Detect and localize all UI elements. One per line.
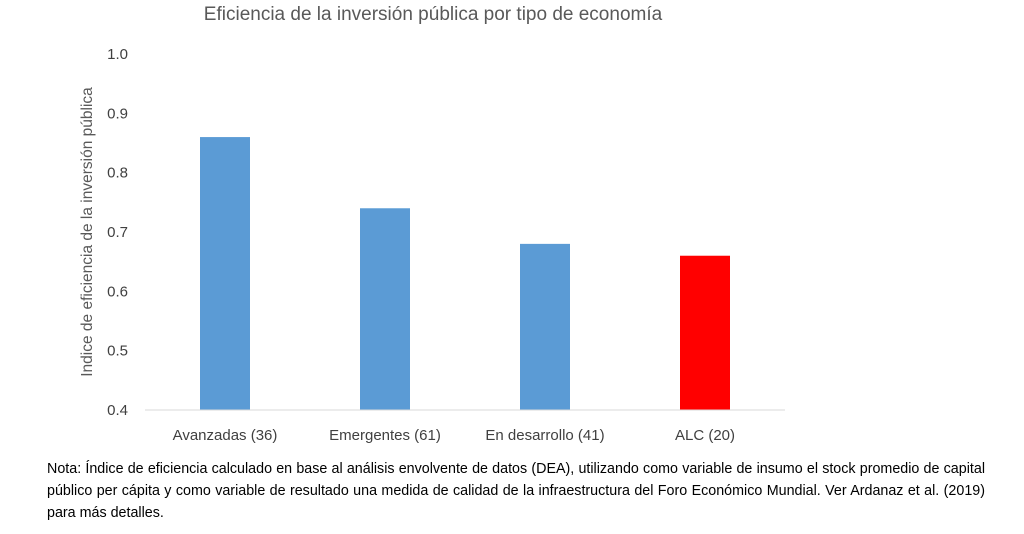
x-tick-label: En desarrollo (41) bbox=[485, 427, 604, 444]
y-tick-label: 0.7 bbox=[107, 224, 128, 241]
y-tick-label: 0.4 bbox=[107, 402, 128, 419]
bar-1 bbox=[360, 208, 410, 410]
y-tick-label: 0.9 bbox=[107, 105, 128, 122]
bar-2 bbox=[520, 243, 570, 410]
y-tick-label: 0.5 bbox=[107, 343, 128, 360]
chart-title: Eficiencia de la inversión pública por t… bbox=[203, 4, 663, 25]
x-tick-label: ALC (20) bbox=[675, 427, 735, 444]
x-tick-label: Avanzadas (36) bbox=[173, 427, 278, 444]
bar-0 bbox=[200, 137, 250, 411]
footnote: Nota: Índice de eficiencia calculado en … bbox=[47, 461, 985, 521]
y-tick-label: 1.0 bbox=[107, 46, 128, 63]
y-tick-label: 0.6 bbox=[107, 283, 128, 300]
y-tick-label: 0.8 bbox=[107, 165, 128, 182]
bar-3 bbox=[680, 255, 730, 410]
bar-chart: 0.4 0.5 0.6 0.7 0.8 0.9 1.0 Avanzadas (36) Emerg… bbox=[107, 46, 785, 444]
x-tick-label: Emergentes (61) bbox=[329, 427, 441, 444]
